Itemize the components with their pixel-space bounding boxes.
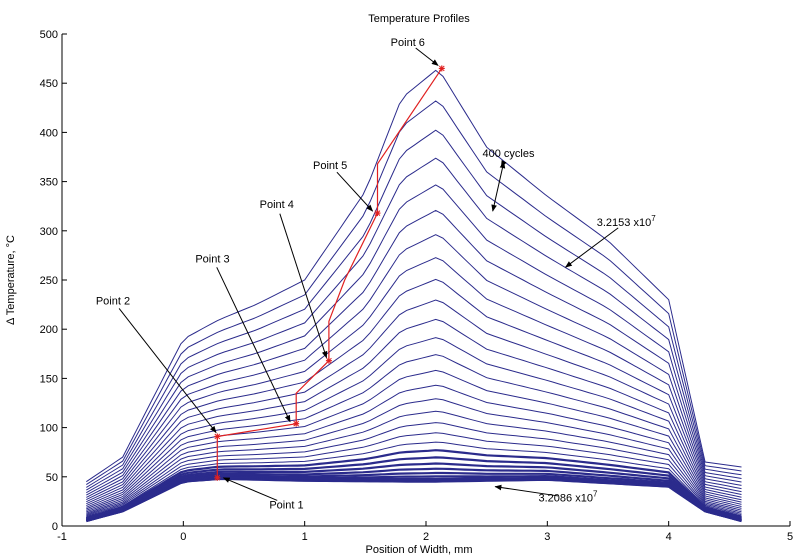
profile-line [86, 398, 742, 514]
annotation-arrow [336, 171, 374, 212]
point-path-series [214, 65, 445, 481]
profile-line [86, 184, 742, 494]
annotation-arrow [216, 267, 291, 423]
profile-line [86, 474, 742, 522]
profile-line [86, 157, 742, 491]
annotation-label: Point 6 [391, 37, 425, 49]
profile-line [85, 456, 742, 520]
annotation-arrow [279, 213, 328, 359]
x-tick-label: 5 [787, 531, 793, 543]
y-tick-label: 50 [46, 472, 58, 484]
y-tick-label: 150 [40, 373, 58, 385]
y-tick-label: 350 [40, 177, 58, 189]
profile-line [86, 410, 742, 515]
profile-line [85, 471, 742, 522]
point-marker [374, 210, 381, 217]
y-tick-label: 400 [40, 127, 58, 139]
x-tick-label: 4 [666, 531, 672, 543]
x-tick-label: 0 [180, 531, 186, 543]
x-tick-label: -1 [57, 531, 67, 543]
annotations: Point 1 Point 2 Point 3 Point 4 Point 5 Point… [96, 37, 656, 511]
profile-line [86, 234, 742, 498]
profile-line [86, 278, 742, 503]
annotation: 3.2086 x107 [494, 484, 598, 504]
y-tick-label: 450 [40, 78, 58, 90]
profile-line [86, 209, 742, 496]
annotation: 3.2153 x107 [564, 214, 656, 268]
profile-line [86, 299, 742, 505]
y-tick-label: 100 [40, 423, 58, 435]
y-tick-label: 500 [40, 29, 58, 41]
annotation-arrow [564, 227, 619, 268]
profile-line [86, 432, 742, 517]
point-marker [438, 65, 445, 72]
annotation-label: 3.2086 x107 [539, 489, 598, 504]
profile-line [85, 449, 742, 520]
annotation: Point 2 [96, 296, 217, 434]
annotation: Point 6 [391, 37, 439, 66]
annotation-label: 3.2153 x107 [597, 214, 656, 229]
annotation-arrow [494, 484, 559, 497]
annotation-label: Point 3 [195, 253, 229, 265]
profile-line [86, 257, 742, 501]
annotation-label: Point 1 [269, 499, 303, 511]
annotation-label: Point 5 [313, 160, 347, 172]
annotation: Point 4 [260, 199, 328, 359]
profile-line [86, 69, 742, 483]
annotation: Point 5 [313, 160, 374, 212]
profile-line [86, 318, 742, 507]
annotation-label: 400 cycles [483, 148, 535, 160]
y-tick-label: 200 [40, 324, 58, 336]
profile-line [86, 369, 742, 511]
annotation-arrow [491, 161, 506, 212]
temperature-profile-lines [85, 69, 742, 523]
annotation-label: Point 4 [260, 199, 294, 211]
y-tick-label: 0 [52, 521, 58, 533]
y-axis-label: Δ Temperature, °C [5, 235, 17, 325]
profile-line [86, 384, 742, 513]
profile-line [85, 467, 742, 521]
annotation-arrow [118, 308, 217, 434]
x-axis-label: Position of Width, mm [366, 544, 473, 556]
point-marker [214, 433, 221, 440]
point-path-line [216, 68, 443, 478]
profile-line [86, 441, 742, 518]
profile-line [85, 462, 742, 521]
x-tick-label: 1 [302, 531, 308, 543]
annotation: 400 cycles [483, 148, 535, 212]
annotation-arrow [415, 47, 439, 66]
profile-line [86, 100, 742, 486]
profile-line [86, 129, 742, 488]
profile-line [86, 337, 742, 508]
profile-line [86, 354, 742, 510]
annotation-arrow [222, 477, 278, 501]
y-tick-label: 250 [40, 275, 58, 287]
x-tick-label: 2 [423, 531, 429, 543]
x-tick-label: 3 [544, 531, 550, 543]
point-marker [293, 420, 300, 427]
y-tick-label: 300 [40, 226, 58, 238]
profile-line [86, 422, 742, 516]
point-marker [214, 474, 221, 481]
annotation: Point 3 [195, 253, 291, 423]
annotation-label: Point 2 [96, 296, 130, 308]
chart-title: Temperature Profiles [368, 13, 470, 25]
point-marker [325, 357, 332, 364]
annotation: Point 1 [222, 477, 304, 511]
